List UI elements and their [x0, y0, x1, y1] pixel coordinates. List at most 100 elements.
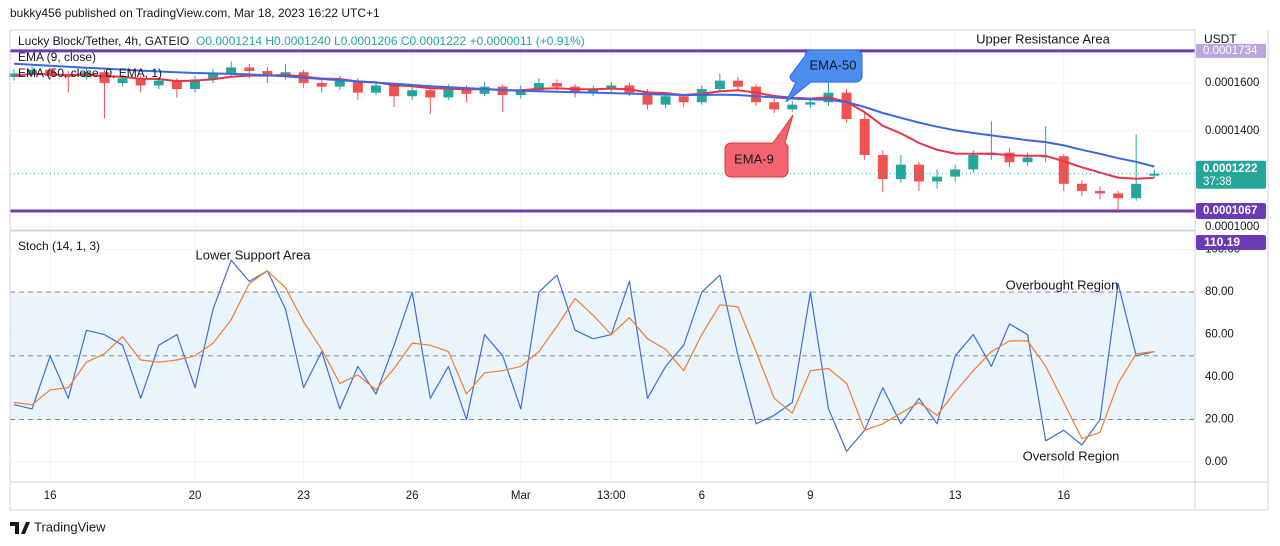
candle-body — [950, 169, 961, 177]
candle-body — [135, 78, 146, 86]
stoch-badge-bg — [1196, 235, 1266, 250]
x-tick-label: 6 — [699, 490, 705, 502]
series-line — [13, 270, 1155, 440]
candle-body — [1004, 152, 1015, 163]
candle-body — [714, 80, 725, 90]
candle-body — [27, 69, 38, 74]
annotation: Oversold Region — [1023, 448, 1120, 463]
candle-body — [389, 85, 400, 97]
candle-body — [932, 176, 943, 182]
indicator-title: Stoch (14, 1, 3) — [18, 239, 100, 253]
price-badge-bg — [1196, 160, 1266, 189]
unit-label: USDT — [1204, 32, 1237, 46]
stoch-badge: 110.19 — [1204, 235, 1240, 249]
candle-body — [1022, 157, 1033, 163]
candle-body — [479, 86, 490, 94]
x-tick-label: 26 — [406, 490, 419, 502]
candle-body — [660, 96, 671, 105]
candle-body — [968, 155, 979, 170]
candle-body — [805, 102, 816, 105]
footer-logo: TradingView — [10, 519, 106, 534]
x-tick-label: 9 — [807, 490, 813, 502]
candle-body — [642, 92, 653, 105]
axes: 16 20 23 26 Mar 13:00 6 9 13 16 0.0001600 0.0001400… — [44, 43, 1266, 502]
legend-entry: EMA (50, close, 0, EMA, 1) — [18, 66, 162, 80]
footer: TradingView — [34, 519, 106, 534]
candle-body — [678, 96, 689, 103]
candle-body — [171, 80, 182, 90]
y-tick-label: 0.0001600 — [1205, 77, 1259, 89]
annotation: Lower Support Area — [196, 247, 312, 262]
candle-body — [787, 104, 798, 110]
price-badge: 0.0001222 — [1203, 163, 1257, 175]
x-tick-label: 13:00 — [597, 490, 626, 502]
candle-body — [552, 83, 562, 87]
annotation: Overbought Region — [1006, 277, 1119, 292]
candle-body — [1131, 183, 1142, 199]
legend-entry: EMA (9, close) — [18, 50, 96, 64]
candle-body — [461, 89, 472, 94]
y-tick-label: 0.0001400 — [1205, 125, 1259, 137]
candle-body — [733, 80, 743, 87]
candle-body — [407, 90, 418, 97]
annotation: EMA-9 — [734, 151, 774, 166]
candle-body — [515, 90, 526, 96]
candle-body — [208, 73, 219, 80]
callout-ema50 — [785, 49, 863, 103]
support-badge: 0.0001067 — [1203, 205, 1257, 217]
candle-body — [606, 85, 617, 90]
y-tick-label: 80.00 — [1205, 286, 1234, 298]
candle-body — [371, 85, 381, 93]
series-line — [13, 72, 1155, 180]
candle-body — [588, 89, 599, 93]
plot — [9, 49, 1195, 452]
candle-body — [895, 164, 906, 180]
candle-body — [425, 90, 436, 98]
publish-header: bukky456 published on TradingView.com, M… — [10, 6, 380, 20]
callout-ema9 — [724, 114, 794, 178]
candle-body — [1094, 191, 1105, 194]
candle-body — [1040, 156, 1051, 158]
candle-body — [117, 78, 128, 84]
resistance-badge: 0.0001734 — [1203, 45, 1258, 57]
legend: Lucky Block/Tether, 4h, GATEIO O0.000121… — [18, 34, 585, 253]
ohlc-values: O0.0001214 H0.0001240 L0.0001206 C0.0001… — [196, 34, 585, 48]
x-tick-label: 13 — [949, 490, 962, 502]
y-tick-label: 60.00 — [1205, 329, 1234, 341]
symbol-title: Lucky Block/Tether, 4h, GATEIO — [18, 34, 189, 48]
candle-body — [751, 86, 762, 103]
candle-body — [859, 119, 870, 156]
support-badge-bg — [1196, 202, 1266, 219]
x-tick-label: 23 — [297, 490, 310, 502]
countdown: 37:38 — [1203, 176, 1232, 188]
annotation: Upper Resistance Area — [976, 31, 1110, 46]
candle-body — [153, 80, 164, 86]
candle-body — [443, 89, 454, 98]
x-tick-label: Mar — [511, 490, 531, 502]
candle-body — [316, 83, 327, 87]
resistance-badge-bg — [1196, 43, 1266, 58]
y-tick-label: 40.00 — [1205, 371, 1234, 383]
candle-body — [63, 75, 74, 78]
candle-body — [1149, 173, 1160, 176]
candle-body — [45, 69, 56, 76]
candle-body — [841, 92, 852, 120]
candle-body — [99, 72, 110, 84]
x-tick-label: 20 — [189, 490, 202, 502]
candle-body — [334, 80, 345, 87]
candle-body — [1076, 183, 1087, 192]
series-line — [13, 259, 1155, 452]
candle-body — [1113, 193, 1124, 199]
candle-body — [262, 71, 273, 76]
candle-body — [769, 102, 780, 110]
logo-icon — [10, 522, 30, 534]
x-tick-label: 16 — [1057, 490, 1070, 502]
y-tick-label: 0.0001000 — [1205, 221, 1259, 233]
candle-body — [533, 83, 544, 91]
candle-body — [190, 79, 200, 90]
candle-body — [877, 155, 888, 180]
annotations: Upper Resistance Area EMA-50 EMA-9 Lower… — [196, 31, 1120, 463]
candle-body — [226, 67, 237, 74]
series-line — [13, 62, 1155, 168]
